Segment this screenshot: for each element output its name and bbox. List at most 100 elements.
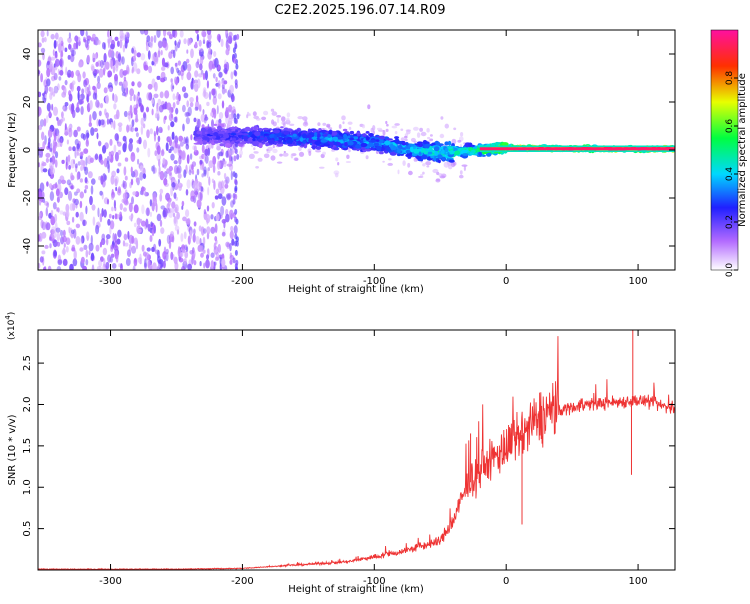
spectrogram-cell (447, 146, 453, 150)
noise-cell (228, 113, 234, 120)
noise-cell (85, 205, 88, 215)
noise-cell (394, 123, 400, 126)
noise-cell (149, 128, 153, 135)
noise-cell (204, 148, 209, 156)
noise-cell (45, 207, 48, 217)
noise-cell (65, 66, 68, 76)
noise-cell (118, 125, 122, 132)
noise-cell (124, 157, 129, 162)
noise-cell (218, 193, 223, 200)
snr-y-label: SNR (10 * v/v) (7, 414, 18, 485)
noise-cell (95, 224, 100, 235)
spectrogram-cell (314, 140, 322, 146)
noise-cell (44, 244, 49, 249)
noise-cell (234, 79, 238, 86)
noise-cell (75, 211, 79, 218)
noise-cell (283, 150, 286, 154)
noise-cell (38, 70, 41, 75)
spectrogram-cell (320, 129, 328, 133)
noise-cell (47, 265, 52, 270)
noise-cell (165, 142, 169, 152)
spectrogram-cell (365, 131, 370, 134)
noise-cell (178, 135, 184, 142)
noise-cell (108, 49, 112, 58)
noise-cell (225, 213, 230, 223)
noise-cell (136, 68, 141, 75)
noise-cell (413, 126, 419, 131)
noise-cell (81, 88, 85, 95)
noise-cell (228, 150, 235, 156)
noise-cell (361, 124, 366, 129)
noise-cell (367, 104, 371, 110)
noise-cell (322, 151, 326, 155)
noise-cell (197, 73, 203, 78)
noise-cell (139, 171, 144, 181)
noise-cell (160, 227, 165, 235)
noise-cell (123, 110, 128, 118)
noise-cell (233, 113, 237, 120)
noise-cell (236, 33, 240, 40)
noise-cell (98, 259, 103, 267)
noise-cell (214, 236, 218, 242)
noise-cell (232, 257, 236, 264)
noise-cell (73, 42, 77, 50)
noise-cell (89, 195, 93, 206)
noise-cell (86, 231, 90, 241)
noise-cell (235, 63, 239, 70)
noise-cell (93, 39, 96, 45)
noise-cell (186, 179, 191, 189)
noise-cell (56, 266, 62, 270)
spectrogram-cell (286, 139, 294, 144)
noise-cell (38, 142, 41, 148)
noise-cell (83, 166, 87, 171)
noise-cell (74, 191, 78, 196)
spectrogram-cell (211, 135, 217, 139)
spectrogram-cell (196, 130, 202, 135)
spectrogram-cell (414, 143, 420, 146)
noise-cell (168, 200, 171, 206)
noise-cell (67, 37, 72, 43)
noise-cell (342, 121, 345, 125)
noise-cell (347, 121, 353, 125)
noise-cell (85, 249, 89, 258)
noise-cell (39, 212, 42, 219)
noise-cell (202, 236, 206, 246)
noise-cell (47, 141, 51, 149)
noise-cell (105, 112, 109, 119)
noise-cell (76, 172, 79, 181)
noise-cell (181, 248, 186, 254)
y-tick-label: -40 (22, 238, 33, 254)
noise-cell (388, 158, 392, 161)
noise-cell (123, 76, 127, 82)
noise-cell (64, 123, 67, 131)
noise-cell (170, 78, 173, 83)
noise-cell (213, 242, 217, 250)
spectrogram-cell (420, 150, 425, 153)
noise-cell (202, 109, 205, 115)
noise-cell (38, 162, 41, 168)
noise-cell (279, 153, 283, 157)
spectrogram-cell (328, 130, 333, 136)
spectrogram-cell (223, 133, 230, 139)
noise-cell (179, 141, 184, 147)
noise-cell (385, 128, 389, 132)
noise-cell (229, 84, 235, 94)
y-tick-label: 2.5 (22, 355, 33, 371)
noise-cell (39, 256, 44, 263)
noise-cell (217, 160, 221, 170)
noise-cell (80, 106, 84, 115)
noise-cell (236, 153, 240, 160)
noise-cell (139, 165, 144, 172)
noise-cell (82, 265, 87, 270)
noise-cell (58, 76, 62, 81)
noise-cell (111, 194, 115, 200)
noise-cell (84, 177, 88, 184)
noise-cell (41, 131, 45, 141)
noise-cell (162, 40, 168, 48)
spectrogram-cell (283, 130, 290, 135)
noise-cell (71, 229, 75, 235)
noise-cell (147, 83, 153, 90)
colorbar-tick-label: 0.8 (725, 71, 735, 86)
spectrogram-cell (230, 133, 237, 136)
noise-cell (146, 35, 151, 43)
